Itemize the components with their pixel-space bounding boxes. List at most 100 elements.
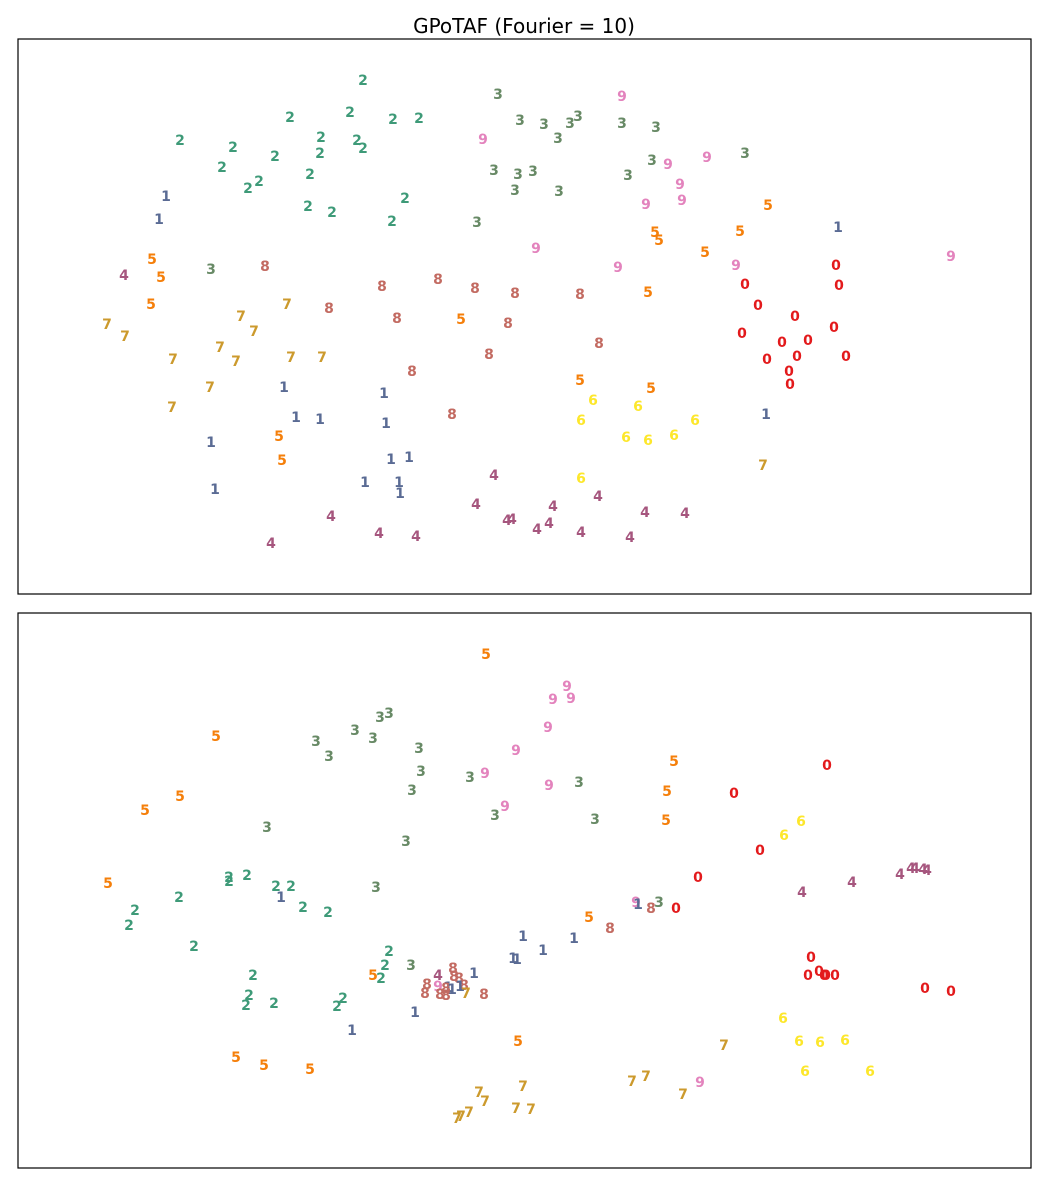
point-bottom-31-digit-3: 3 bbox=[262, 820, 272, 836]
point-top-16-digit-2: 2 bbox=[352, 133, 362, 149]
point-bottom-17-digit-5: 5 bbox=[669, 754, 679, 770]
point-bottom-83-digit-8: 8 bbox=[422, 977, 432, 993]
point-bottom-56-digit-3: 3 bbox=[654, 895, 664, 911]
point-top-10-digit-3: 3 bbox=[573, 109, 583, 125]
point-top-51-digit-9: 9 bbox=[531, 241, 541, 257]
point-bottom-110-digit-6: 6 bbox=[815, 1035, 825, 1051]
point-top-7-digit-3: 3 bbox=[515, 113, 525, 129]
point-top-21-digit-3: 3 bbox=[553, 131, 563, 147]
point-top-50-digit-1: 1 bbox=[833, 220, 843, 236]
point-top-140-digit-4: 4 bbox=[544, 516, 554, 532]
point-bottom-66-digit-2: 2 bbox=[384, 944, 394, 960]
point-bottom-1-digit-9: 9 bbox=[562, 679, 572, 695]
point-bottom-27-digit-3: 3 bbox=[490, 808, 500, 824]
point-bottom-9-digit-3: 3 bbox=[311, 734, 321, 750]
point-top-119-digit-5: 5 bbox=[277, 453, 287, 469]
point-top-100-digit-1: 1 bbox=[279, 380, 289, 396]
point-bottom-94-digit-0: 0 bbox=[946, 984, 956, 1000]
point-top-4-digit-2: 2 bbox=[345, 105, 355, 121]
point-bottom-91-digit-0: 0 bbox=[821, 968, 831, 984]
point-top-99-digit-7: 7 bbox=[205, 380, 215, 396]
point-bottom-74-digit-0: 0 bbox=[819, 968, 829, 984]
point-top-133-digit-4: 4 bbox=[507, 512, 517, 528]
point-top-31-digit-9: 9 bbox=[702, 150, 712, 166]
point-top-126-digit-1: 1 bbox=[360, 475, 370, 491]
point-top-12-digit-3: 3 bbox=[651, 120, 661, 136]
point-top-109-digit-1: 1 bbox=[291, 410, 301, 426]
point-bottom-87-digit-1: 1 bbox=[455, 979, 465, 995]
point-bottom-11-digit-5: 5 bbox=[211, 729, 221, 745]
point-top-5-digit-2: 2 bbox=[388, 112, 398, 128]
point-bottom-41-digit-3: 3 bbox=[371, 880, 381, 896]
point-top-25-digit-2: 2 bbox=[243, 181, 253, 197]
point-top-19-digit-2: 2 bbox=[270, 149, 280, 165]
point-top-97-digit-8: 8 bbox=[407, 364, 417, 380]
point-top-139-digit-4: 4 bbox=[532, 522, 542, 538]
point-top-104-digit-6: 6 bbox=[588, 393, 598, 409]
point-top-125-digit-1: 1 bbox=[210, 482, 220, 498]
point-bottom-100-digit-7: 7 bbox=[461, 986, 471, 1002]
point-top-73-digit-0: 0 bbox=[753, 298, 763, 314]
point-top-29-digit-3: 3 bbox=[647, 153, 657, 169]
point-bottom-114-digit-5: 5 bbox=[259, 1058, 269, 1074]
point-top-86-digit-7: 7 bbox=[215, 340, 225, 356]
point-bottom-37-digit-2: 2 bbox=[224, 870, 234, 886]
point-bottom-34-digit-0: 0 bbox=[755, 843, 765, 859]
point-bottom-70-digit-0: 0 bbox=[806, 950, 816, 966]
point-bottom-43-digit-4: 4 bbox=[906, 861, 916, 877]
point-bottom-128-digit-7: 7 bbox=[456, 1109, 466, 1125]
point-bottom-77-digit-2: 2 bbox=[376, 971, 386, 987]
point-bottom-123-digit-7: 7 bbox=[480, 1094, 490, 1110]
point-bottom-44-digit-4: 4 bbox=[910, 861, 920, 877]
point-bottom-113-digit-5: 5 bbox=[231, 1050, 241, 1066]
point-bottom-95-digit-2: 2 bbox=[244, 988, 254, 1004]
point-top-102-digit-5: 5 bbox=[575, 373, 585, 389]
point-top-77-digit-5: 5 bbox=[456, 312, 466, 328]
point-bottom-26-digit-9: 9 bbox=[500, 799, 510, 815]
point-bottom-57-digit-8: 8 bbox=[646, 901, 656, 917]
point-bottom-47-digit-4: 4 bbox=[895, 867, 905, 883]
point-bottom-88-digit-8: 8 bbox=[441, 981, 451, 997]
point-top-137-digit-4: 4 bbox=[374, 526, 384, 542]
point-bottom-64-digit-1: 1 bbox=[569, 931, 579, 947]
point-top-76-digit-8: 8 bbox=[392, 311, 402, 327]
point-top-75-digit-7: 7 bbox=[249, 324, 259, 340]
point-top-80-digit-0: 0 bbox=[829, 320, 839, 336]
point-top-89-digit-7: 7 bbox=[231, 354, 241, 370]
point-bottom-129-digit-7: 7 bbox=[452, 1111, 462, 1127]
point-bottom-22-digit-5: 5 bbox=[662, 784, 672, 800]
point-bottom-46-digit-4: 4 bbox=[922, 863, 932, 879]
point-top-78-digit-8: 8 bbox=[503, 316, 513, 332]
point-top-85-digit-0: 0 bbox=[803, 333, 813, 349]
point-bottom-6-digit-3: 3 bbox=[375, 710, 385, 726]
point-top-74-digit-7: 7 bbox=[236, 309, 246, 325]
point-top-28-digit-3: 3 bbox=[528, 164, 538, 180]
point-top-48-digit-5: 5 bbox=[654, 233, 664, 249]
point-top-15-digit-2: 2 bbox=[316, 130, 326, 146]
point-top-98-digit-0: 0 bbox=[785, 377, 795, 393]
point-bottom-59-digit-2: 2 bbox=[130, 903, 140, 919]
point-top-14-digit-2: 2 bbox=[228, 140, 238, 156]
point-top-117-digit-6: 6 bbox=[643, 433, 653, 449]
point-bottom-48-digit-4: 4 bbox=[847, 875, 857, 891]
point-top-91-digit-7: 7 bbox=[317, 350, 327, 366]
point-bottom-52-digit-2: 2 bbox=[298, 900, 308, 916]
point-bottom-14-digit-3: 3 bbox=[416, 764, 426, 780]
point-top-143-digit-4: 4 bbox=[266, 536, 276, 552]
point-top-108-digit-1: 1 bbox=[761, 407, 771, 423]
point-bottom-36-digit-2: 2 bbox=[242, 868, 252, 884]
point-bottom-32-digit-3: 3 bbox=[401, 834, 411, 850]
point-top-118-digit-6: 6 bbox=[669, 428, 679, 444]
point-bottom-23-digit-0: 0 bbox=[729, 786, 739, 802]
point-bottom-0-digit-5: 5 bbox=[481, 647, 491, 663]
point-bottom-63-digit-1: 1 bbox=[518, 929, 528, 945]
point-top-59-digit-9: 9 bbox=[731, 258, 741, 274]
point-bottom-107-digit-1: 1 bbox=[347, 1023, 357, 1039]
point-bottom-89-digit-1: 1 bbox=[447, 982, 457, 998]
point-bottom-33-digit-6: 6 bbox=[779, 828, 789, 844]
point-bottom-109-digit-6: 6 bbox=[794, 1034, 804, 1050]
point-bottom-7-digit-3: 3 bbox=[350, 723, 360, 739]
point-bottom-122-digit-7: 7 bbox=[474, 1085, 484, 1101]
point-bottom-35-digit-5: 5 bbox=[103, 876, 113, 892]
panel-bottom-frame bbox=[17, 612, 1032, 1169]
